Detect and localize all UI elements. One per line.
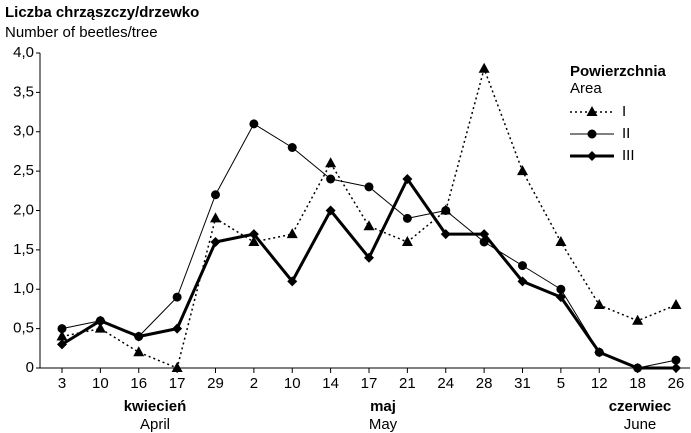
legend-marker (587, 129, 597, 139)
data-point (556, 284, 566, 294)
y-tick-label: 3,5 (13, 83, 34, 100)
legend-title: Powierzchnia (570, 63, 667, 80)
data-point (632, 314, 644, 325)
data-point (363, 220, 375, 231)
x-tick-label: 21 (399, 375, 416, 392)
data-point (441, 206, 451, 215)
legend-subtitle: Area (570, 80, 602, 97)
data-point (517, 276, 528, 287)
x-tick-label: 26 (668, 375, 685, 392)
y-tick-label: 2,0 (13, 201, 34, 218)
data-point (248, 229, 259, 240)
data-point (593, 299, 605, 309)
data-point (670, 299, 682, 309)
data-point (248, 236, 260, 246)
data-point (211, 190, 220, 200)
x-tick-label: 2 (250, 375, 258, 392)
data-point (287, 276, 298, 287)
data-point (94, 322, 106, 333)
data-point (402, 213, 412, 223)
data-point (364, 252, 374, 263)
data-point (172, 292, 182, 302)
data-point (56, 330, 68, 341)
legend-label: I (622, 103, 626, 120)
y-tick-label: 3,0 (13, 123, 34, 140)
data-point (133, 331, 144, 342)
data-point (555, 236, 567, 246)
chart-title: Liczba chrząszczy/drzewko (5, 4, 199, 21)
series-line (61, 68, 677, 369)
data-point (594, 347, 605, 358)
month-label: maj (370, 398, 396, 415)
data-point (57, 339, 67, 350)
data-point (402, 174, 413, 184)
x-tick-label: 10 (284, 375, 301, 392)
x-tick-label: 17 (361, 375, 378, 392)
data-point (517, 165, 528, 176)
x-tick-label: 3 (58, 375, 66, 392)
month-label: kwiecień (124, 398, 187, 415)
y-tick-label: 0 (26, 359, 34, 376)
data-point (326, 174, 336, 184)
data-point (479, 229, 490, 240)
x-tick-label: 17 (169, 375, 186, 392)
data-point (479, 237, 489, 247)
legend-label: II (622, 125, 630, 142)
data-point (287, 143, 297, 152)
y-tick-label: 4,0 (13, 44, 34, 61)
month-sublabel: May (369, 416, 398, 433)
data-point (632, 363, 643, 373)
data-point (440, 229, 451, 240)
data-point (671, 355, 681, 365)
data-point (325, 157, 337, 168)
x-tick-label: 18 (629, 375, 646, 392)
month-sublabel: June (624, 416, 657, 433)
x-tick-label: 16 (130, 375, 147, 392)
legend-marker (586, 106, 598, 116)
data-point (364, 182, 374, 192)
data-point (95, 315, 106, 326)
data-point (249, 119, 259, 129)
legend-marker (587, 151, 597, 161)
data-point (286, 228, 298, 239)
data-point (133, 346, 145, 357)
data-point (171, 362, 183, 372)
data-point (325, 205, 336, 216)
legend-label: III (622, 147, 635, 164)
data-point (478, 62, 490, 73)
series-line (61, 177, 676, 370)
data-point (57, 324, 67, 334)
x-tick-label: 5 (557, 375, 565, 392)
data-point (172, 323, 183, 334)
x-tick-label: 24 (437, 375, 454, 392)
chart-subtitle: Number of beetles/tree (5, 24, 158, 41)
data-point (401, 236, 413, 246)
month-label: czerwiec (609, 398, 672, 415)
y-tick-label: 2,5 (13, 162, 34, 179)
x-tick-label: 31 (514, 375, 531, 392)
data-point (518, 261, 527, 271)
x-tick-label: 12 (591, 375, 608, 392)
month-sublabel: April (140, 416, 170, 433)
x-tick-label: 10 (92, 375, 109, 392)
data-point (210, 212, 221, 223)
data-point (555, 292, 566, 303)
data-point (671, 363, 681, 373)
y-tick-label: 1,5 (13, 241, 34, 258)
x-tick-label: 14 (322, 375, 339, 392)
x-tick-label: 29 (207, 375, 224, 392)
y-tick-label: 1,0 (13, 280, 34, 297)
data-point (210, 237, 221, 247)
y-tick-label: 0,5 (13, 320, 34, 337)
x-tick-label: 28 (476, 375, 493, 392)
